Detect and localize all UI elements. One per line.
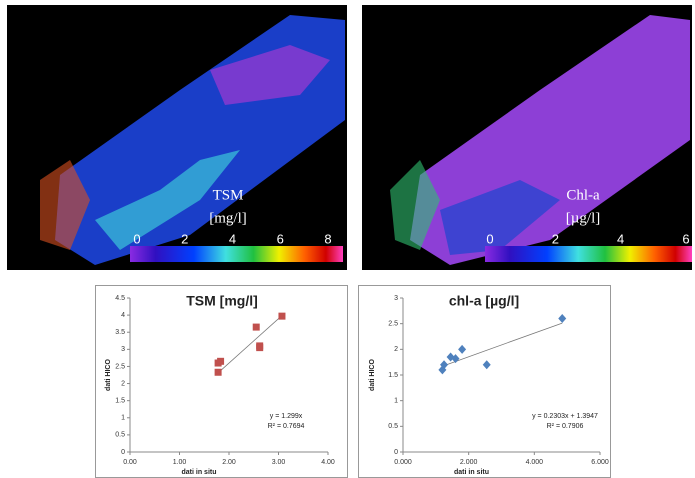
y-tick-label: 2.5: [388, 321, 398, 328]
trendline: [216, 315, 283, 375]
x-axis-label: dati in situ: [454, 469, 489, 476]
y-tick-label: 0.5: [388, 423, 398, 430]
map-patch: [210, 45, 330, 105]
point: [482, 360, 491, 370]
y-tick-label: 2.5: [115, 363, 125, 370]
x-tick-label: 0.00: [123, 459, 137, 466]
y-tick-label: 0: [121, 449, 125, 456]
colorbar-tick-label: 6: [277, 231, 284, 246]
y-axis-label: dati HICO: [369, 359, 376, 391]
colorbar-tick-label: 4: [229, 231, 236, 246]
point: [458, 344, 467, 354]
annotation: y = 0.2303x + 1.3947: [532, 413, 598, 420]
annotation: R² = 0.7694: [268, 423, 305, 430]
point: [558, 314, 567, 324]
chart-title: TSM [mg/l]: [186, 293, 258, 309]
y-tick-label: 0: [394, 449, 398, 456]
y-tick-label: 1: [394, 398, 398, 405]
colorbar-tick-label: 6: [682, 231, 689, 246]
x-tick-label: 3.00: [272, 459, 286, 466]
x-tick-label: 0.000: [394, 459, 412, 466]
x-tick-label: 4.00: [321, 459, 335, 466]
colorbar-tick-label: 2: [181, 231, 188, 246]
x-tick-label: 2.00: [222, 459, 236, 466]
y-tick-label: 1: [121, 415, 125, 422]
map-coast: [390, 160, 440, 250]
y-axis-label: dati HICO: [105, 359, 112, 391]
point: [217, 357, 225, 365]
chart-frame: [95, 285, 348, 478]
chart-title: chl-a [µg/l]: [449, 293, 519, 309]
x-tick-label: 6.000: [591, 459, 609, 466]
x-axis-label: dati in situ: [182, 469, 217, 476]
map-coast: [40, 160, 90, 250]
point: [451, 354, 460, 364]
y-tick-label: 3.5: [115, 329, 125, 336]
x-tick-label: 2.000: [460, 459, 478, 466]
colorbar-tick-label: 0: [133, 231, 140, 246]
map-plume: [440, 180, 560, 255]
map-label: Chl-a: [566, 187, 600, 203]
y-tick-label: 1.5: [115, 398, 125, 405]
map-plume: [95, 150, 240, 250]
annotation: y = 1.299x: [270, 413, 303, 420]
colorbar-tick-label: 8: [324, 231, 331, 246]
y-tick-label: 2: [394, 346, 398, 353]
point: [252, 323, 260, 331]
annotation: R² = 0.7906: [547, 423, 584, 430]
colorbar-tick-label: 0: [486, 231, 493, 246]
colorbar-tick-label: 4: [617, 231, 624, 246]
y-tick-label: 3: [121, 346, 125, 353]
map-unit: [µg/l]: [566, 210, 600, 226]
y-tick-label: 4.5: [115, 295, 125, 302]
y-tick-label: 4: [121, 312, 125, 319]
map-unit: [mg/l]: [209, 210, 247, 226]
x-tick-label: 1.00: [173, 459, 187, 466]
trendline: [442, 322, 563, 367]
point: [440, 360, 449, 370]
chart-frame: [358, 285, 611, 478]
x-tick-label: 4.000: [526, 459, 544, 466]
map-label: TSM: [213, 187, 244, 203]
y-tick-label: 2: [121, 380, 125, 387]
colorbar: [485, 246, 692, 262]
y-tick-label: 3: [394, 295, 398, 302]
point: [214, 368, 222, 376]
colorbar-tick-label: 2: [552, 231, 559, 246]
colorbar: [130, 246, 343, 262]
point: [256, 344, 264, 352]
point: [278, 312, 286, 320]
y-tick-label: 1.5: [388, 372, 398, 379]
y-tick-label: 0.5: [115, 432, 125, 439]
